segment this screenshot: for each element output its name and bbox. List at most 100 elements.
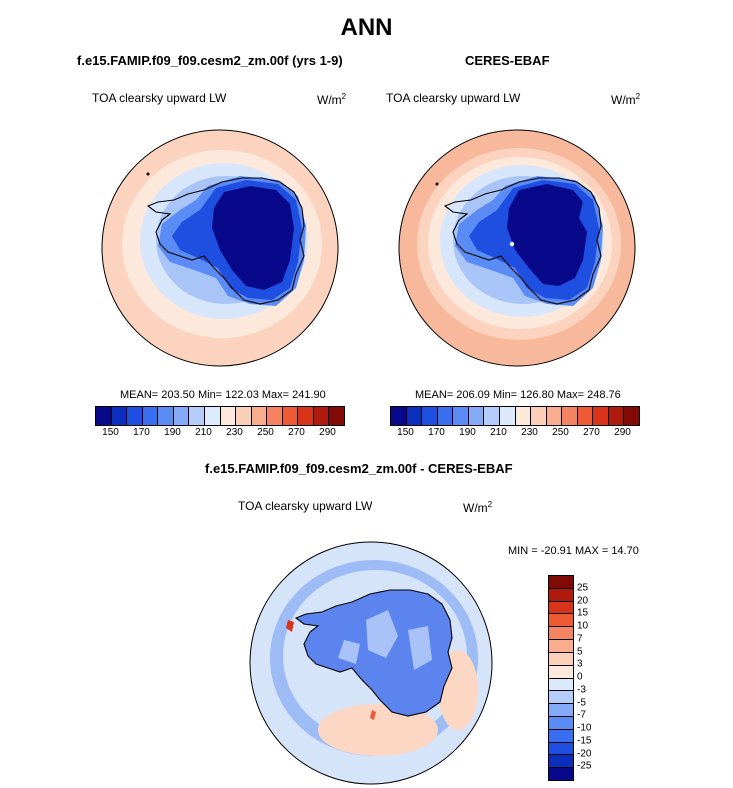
colorbar-swatch	[549, 767, 573, 780]
colorbar-swatch	[141, 407, 158, 425]
diff-colorbar-ticks: 25 20 15 10 7 5 3 0 -3 -5 -7 -10 -15 -20 -25	[577, 575, 617, 779]
colorbar-tick-label: 250	[552, 427, 569, 438]
model-panel-title: f.e15.FAMIP.f09_f09.cesm2_zm.00f (yrs 1-…	[77, 53, 343, 68]
diff-land-highlights	[338, 610, 432, 670]
diff-map	[249, 541, 493, 785]
colorbar-swatch	[467, 407, 484, 425]
colorbar-swatch	[436, 407, 453, 425]
obs-pole-marker	[509, 241, 515, 247]
figure-title: ANN	[340, 14, 393, 41]
colorbar-swatch	[172, 407, 189, 425]
diff-coastline	[294, 589, 453, 717]
colorbar-swatch	[549, 728, 573, 742]
colorbar-swatch	[328, 407, 344, 425]
colorbar-swatch	[281, 407, 298, 425]
colorbar-swatch	[549, 754, 573, 768]
diff-land-field	[296, 590, 452, 716]
model-colorbar	[95, 406, 345, 426]
colorbar-swatch	[96, 407, 111, 425]
colorbar-swatch	[452, 407, 468, 425]
obs-units-label: W/m2	[611, 92, 641, 107]
colorbar-swatch	[549, 600, 573, 614]
colorbar-swatch	[549, 639, 573, 652]
colorbar-swatch	[549, 664, 573, 678]
diff-stats: MIN = -20.91 MAX = 14.70	[508, 545, 639, 557]
obs-island-marker	[435, 182, 439, 186]
colorbar-swatch	[592, 407, 608, 425]
colorbar-tick-label: 150	[102, 427, 119, 438]
colorbar-swatch	[549, 651, 573, 665]
obs-plateau	[507, 184, 587, 286]
model-units-label: W/m2	[317, 92, 347, 107]
diff-variable-label: TOA clearsky upward LW	[238, 499, 373, 513]
colorbar-swatch	[250, 407, 267, 425]
colorbar-swatch	[483, 407, 499, 425]
model-variable-label: TOA clearsky upward LW	[92, 91, 227, 105]
obs-stats: MEAN= 206.09 Min= 126.80 Max= 248.76	[415, 389, 621, 401]
obs-map-border	[398, 129, 636, 367]
colorbar-swatch	[545, 407, 562, 425]
colorbar-tick-label: 25	[577, 582, 589, 594]
colorbar-swatch	[561, 407, 577, 425]
obs-map	[398, 129, 636, 367]
colorbar-swatch	[549, 576, 573, 588]
colorbar-swatch	[607, 407, 624, 425]
diff-units-label: W/m2	[463, 500, 493, 515]
colorbar-swatch	[549, 677, 573, 691]
colorbar-tick-label: -25	[577, 760, 592, 772]
colorbar-swatch	[549, 587, 573, 601]
colorbar-tick-label: 10	[577, 620, 589, 632]
model-coastline	[146, 177, 305, 305]
diff-coast-hotspot	[370, 710, 376, 720]
colorbar-swatch	[623, 407, 639, 425]
colorbar-swatch	[203, 407, 220, 425]
colorbar-swatch	[549, 715, 573, 729]
model-island-marker	[146, 172, 150, 176]
colorbar-tick-label: 7	[577, 633, 583, 645]
colorbar-tick-label: 230	[226, 427, 243, 438]
colorbar-swatch	[110, 407, 127, 425]
colorbar-tick-label: -5	[577, 697, 586, 708]
colorbar-tick-label: 3	[577, 658, 583, 670]
diff-map-border	[249, 541, 493, 785]
colorbar-tick-label: 15	[577, 607, 589, 619]
colorbar-swatch	[157, 407, 173, 425]
colorbar-swatch	[266, 407, 282, 425]
model-stats: MEAN= 203.50 Min= 122.03 Max= 241.90	[120, 389, 326, 401]
colorbar-tick-label: -10	[577, 722, 592, 734]
colorbar-swatch	[312, 407, 329, 425]
diff-panel-title: f.e15.FAMIP.f09_f09.cesm2_zm.00f - CERES…	[205, 461, 513, 476]
colorbar-tick-label: 270	[288, 427, 305, 438]
colorbar-tick-label: 20	[577, 595, 589, 606]
colorbar-tick-label: -7	[577, 709, 586, 721]
colorbar-tick-label: 210	[490, 427, 507, 438]
colorbar-swatch	[188, 407, 204, 425]
colorbar-swatch	[391, 407, 406, 425]
colorbar-tick-label: 250	[257, 427, 274, 438]
colorbar-tick-label: 190	[164, 427, 181, 438]
colorbar-swatch	[498, 407, 515, 425]
colorbar-swatch	[576, 407, 593, 425]
colorbar-swatch	[549, 690, 573, 704]
colorbar-swatch	[235, 407, 251, 425]
colorbar-swatch	[549, 613, 573, 627]
colorbar-swatch	[405, 407, 422, 425]
colorbar-tick-label: 170	[133, 427, 150, 438]
colorbar-swatch	[514, 407, 531, 425]
colorbar-tick-label: 150	[397, 427, 414, 438]
colorbar-tick-label: 0	[577, 671, 583, 683]
colorbar-swatch	[549, 741, 573, 755]
colorbar-swatch	[549, 703, 573, 716]
obs-panel-title: CERES-EBAF	[465, 53, 550, 68]
colorbar-swatch	[126, 407, 142, 425]
colorbar-tick-label: -3	[577, 684, 586, 696]
colorbar-tick-label: 230	[521, 427, 538, 438]
obs-colorbar	[390, 406, 640, 426]
colorbar-tick-label: 170	[428, 427, 445, 438]
diff-colorbar	[548, 575, 574, 781]
colorbar-swatch	[219, 407, 236, 425]
colorbar-swatch	[549, 626, 573, 640]
colorbar-tick-label: 290	[319, 427, 336, 438]
colorbar-tick-label: 210	[195, 427, 212, 438]
diff-peninsula-hotspot	[286, 620, 294, 632]
